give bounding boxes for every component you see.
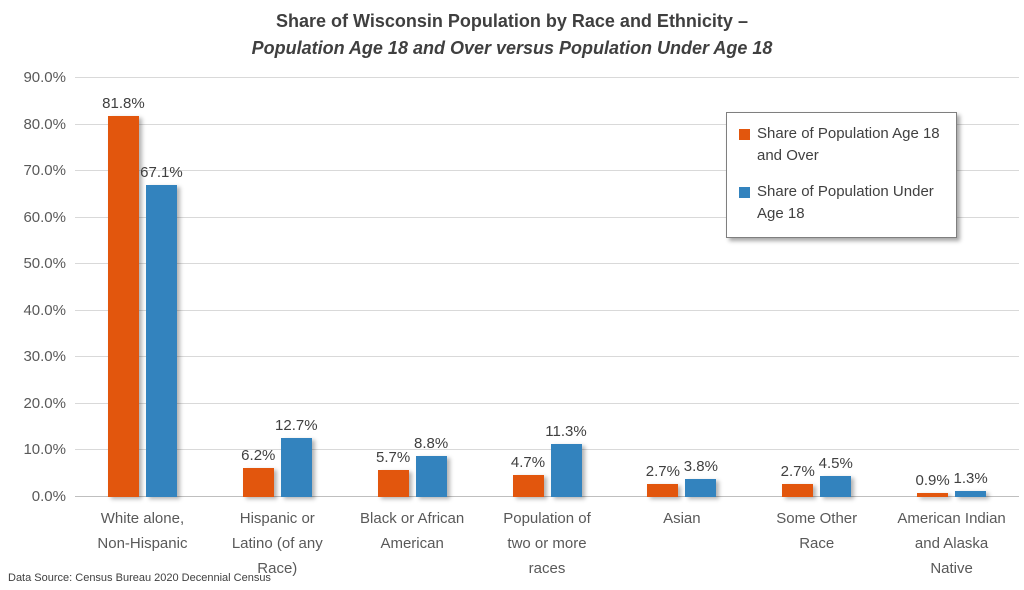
bar-value-label: 12.7%	[275, 416, 318, 434]
bar-group: 6.2% 12.7%	[210, 78, 345, 497]
gridline	[75, 356, 1019, 358]
bar-value-label: 5.7%	[376, 449, 411, 467]
bar-group: 0.9% 1.3%	[884, 78, 1019, 497]
bar-under-age18: 8.8%	[414, 435, 448, 497]
chart-title-line1: Share of Wisconsin Population by Race an…	[276, 11, 748, 31]
bar-value-label: 4.7%	[510, 454, 546, 472]
bar-group: 4.7% 11.3%	[480, 78, 615, 497]
y-tick-label: 10.0%	[23, 441, 66, 459]
y-tick-label: 30.0%	[23, 348, 66, 366]
bar-age18-over: 2.7%	[646, 463, 680, 497]
bar-group: 5.7% 8.8%	[345, 78, 480, 497]
category-label: Black or African American	[360, 510, 465, 552]
y-tick-label: 40.0%	[23, 301, 66, 319]
plot-area: 81.8% 67.1% 6.2% 12.7% 5.7% 8.8% 4.7% 11.3% 2.7%…	[75, 77, 1019, 497]
bar-age18-over: 4.7%	[511, 454, 545, 497]
bar-under-age18: 67.1%	[140, 164, 183, 497]
gridline	[75, 216, 1019, 218]
bar-age18-over: 0.9%	[915, 472, 950, 497]
category-label: White alone, Non-Hispanic	[97, 510, 188, 552]
bar-value-label: 1.3%	[953, 469, 988, 487]
category-label: Hispanic or Latino (of any Race)	[231, 510, 323, 577]
bar-value-label: 2.7%	[645, 463, 680, 481]
legend-item-age18-over: Share of Population Age 18 and Over	[737, 123, 948, 167]
x-axis-line	[75, 496, 1019, 497]
y-tick-label: 90.0%	[23, 69, 66, 86]
gridline	[75, 263, 1019, 265]
bar-group: 2.7% 4.5%	[749, 78, 884, 497]
source-note: Data Source: Census Bureau 2020 Decennia…	[8, 572, 271, 584]
bar-value-label: 6.2%	[241, 447, 276, 465]
y-axis: 0.0% 10.0% 20.0% 30.0% 40.0% 50.0% 60.0% 70.0% 8…	[0, 69, 66, 505]
chart-title: Share of Wisconsin Population by Race an…	[0, 8, 1024, 62]
bar-age18-over: 81.8%	[102, 95, 145, 497]
y-tick-label: 50.0%	[23, 255, 66, 273]
bar-group: 81.8% 67.1%	[75, 78, 210, 497]
legend-swatch-blue-icon	[739, 187, 750, 198]
y-tick-label: 80.0%	[23, 115, 66, 133]
category-label: Some Other Race	[776, 510, 858, 552]
bar-age18-over: 2.7%	[781, 463, 815, 497]
gridline	[75, 170, 1019, 172]
x-axis-labels: White alone, Non-Hispanic Hispanic or Lat…	[75, 506, 1019, 581]
bar-groups: 81.8% 67.1% 6.2% 12.7% 5.7% 8.8% 4.7% 11.3% 2.7%…	[75, 78, 1019, 497]
chart-title-line2: Population Age 18 and Over versus Popula…	[251, 38, 773, 58]
bar-value-label: 81.8%	[102, 95, 145, 113]
y-tick-label: 20.0%	[23, 394, 66, 412]
legend-label: Share of Population Under Age 18	[757, 183, 934, 222]
gridline	[75, 309, 1019, 311]
gridline	[75, 123, 1019, 125]
bar-under-age18: 1.3%	[953, 470, 988, 497]
bar-under-age18: 4.5%	[819, 455, 853, 497]
gridline	[75, 402, 1019, 404]
bar-under-age18: 3.8%	[684, 458, 718, 497]
bar-value-label: 0.9%	[915, 471, 950, 489]
gridline	[75, 77, 1019, 78]
bar-value-label: 2.7%	[780, 463, 815, 481]
bar-value-label: 4.5%	[818, 455, 853, 473]
legend-swatch-orange-icon	[739, 129, 750, 140]
bar-value-label: 67.1%	[140, 163, 183, 181]
category-label: American Indian and Alaska Native	[897, 510, 1006, 577]
gridline	[75, 449, 1019, 451]
category-label: Asian	[663, 510, 701, 527]
y-tick-label: 70.0%	[23, 162, 66, 180]
y-tick-label: 0.0%	[31, 488, 66, 505]
bar-value-label: 3.8%	[683, 458, 718, 476]
chart-legend: Share of Population Age 18 and Over Shar…	[726, 112, 957, 238]
bar-age18-over: 5.7%	[376, 449, 410, 497]
bar-under-age18: 12.7%	[275, 417, 318, 497]
y-tick-label: 60.0%	[23, 208, 66, 226]
bar-value-label: 8.8%	[414, 435, 449, 453]
bar-group: 2.7% 3.8%	[614, 78, 749, 497]
category-label: Population of two or more races	[503, 510, 591, 577]
legend-item-under-age18: Share of Population Under Age 18	[737, 181, 948, 225]
bar-under-age18: 11.3%	[545, 423, 587, 497]
legend-label: Share of Population Age 18 and Over	[757, 125, 940, 164]
bar-age18-over: 6.2%	[241, 447, 275, 497]
bar-value-label: 11.3%	[545, 423, 587, 441]
